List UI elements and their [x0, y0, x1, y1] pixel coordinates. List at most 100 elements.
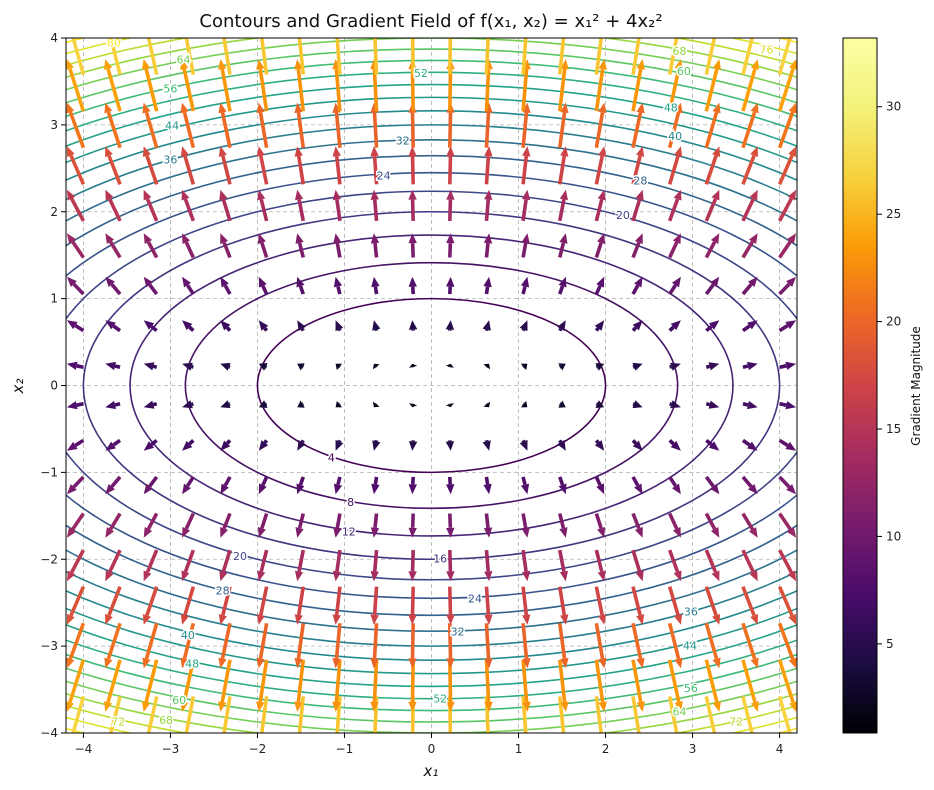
- gradient-arrow: [779, 38, 782, 39]
- gradient-arrow: [105, 438, 122, 451]
- gradient-arrow: [143, 400, 158, 409]
- contour-level-44: [66, 96, 797, 675]
- gradient-arrow: [778, 512, 797, 538]
- gradient-arrow: [742, 400, 758, 410]
- contour-level-8: [184, 261, 679, 510]
- gradient-arrow: [631, 59, 645, 112]
- contour-level-24: [66, 171, 797, 600]
- gradient-arrow: [374, 732, 377, 733]
- y-tick-label: 4: [50, 31, 58, 45]
- contour-label: 28: [633, 174, 647, 187]
- gradient-arrow: [741, 146, 758, 185]
- gradient-arrow: [557, 320, 566, 332]
- gradient-arrow: [777, 59, 797, 112]
- gradient-arrow: [105, 189, 122, 222]
- gradient-arrow: [222, 696, 232, 733]
- gradient-arrow: [182, 512, 195, 538]
- x-tick-label: 0: [428, 742, 436, 756]
- gradient-arrow: [558, 363, 566, 371]
- gradient-arrow: [667, 38, 679, 75]
- gradient-arrow: [704, 276, 720, 296]
- y-tick-label: −4: [40, 726, 58, 740]
- gradient-arrow: [180, 622, 196, 669]
- y-axis-title: x₂: [9, 379, 27, 395]
- gradient-arrow: [294, 623, 306, 669]
- gradient-arrow: [520, 476, 530, 495]
- gradient-arrow: [631, 276, 643, 295]
- x-tick-label: 2: [602, 742, 610, 756]
- gradient-arrow: [778, 233, 797, 259]
- gradient-arrow: [482, 320, 491, 332]
- gradient-arrow: [741, 438, 758, 451]
- gradient-arrow: [142, 622, 159, 669]
- gradient-arrow: [105, 549, 122, 582]
- gradient-arrow: [705, 438, 720, 451]
- gradient-arrow: [370, 586, 379, 625]
- gradient-arrow: [143, 549, 159, 582]
- gradient-arrow: [105, 276, 122, 296]
- gradient-arrow: [258, 320, 269, 332]
- gradient-arrow: [66, 361, 84, 370]
- gradient-arrow: [220, 476, 232, 495]
- gradient-arrow: [558, 513, 568, 538]
- gradient-arrow: [704, 189, 720, 222]
- gradient-arrow: [257, 189, 269, 222]
- colorbar-frame: [842, 37, 878, 734]
- gradient-arrow: [483, 276, 492, 295]
- gradient-arrow: [66, 585, 86, 625]
- gradient-arrow: [182, 475, 195, 495]
- gradient-arrow: [667, 622, 683, 669]
- gradient-arrow: [778, 320, 797, 333]
- x-tick-label: −4: [75, 742, 93, 756]
- gradient-arrow: [668, 233, 681, 259]
- gradient-arrow: [258, 276, 269, 295]
- contour-level-56: [66, 59, 797, 712]
- gradient-arrow: [741, 59, 759, 112]
- y-tick-label: 1: [50, 292, 58, 306]
- y-tick-label: 2: [50, 205, 58, 219]
- gradient-arrow: [779, 401, 797, 410]
- gradient-arrow: [446, 146, 455, 185]
- gradient-arrow: [448, 38, 453, 75]
- gradient-arrow: [446, 513, 455, 538]
- gradient-arrow: [220, 400, 231, 409]
- gradient-arrow: [705, 362, 720, 371]
- gradient-arrow: [446, 189, 455, 221]
- gradient-arrow: [182, 400, 194, 409]
- gradient-arrow: [667, 586, 683, 625]
- gradient-arrow: [408, 440, 418, 451]
- gradient-arrow: [446, 659, 455, 712]
- gradient-arrow: [668, 439, 681, 451]
- gradient-arrow: [557, 439, 566, 451]
- gradient-arrow: [594, 102, 607, 149]
- gradient-arrow: [777, 102, 797, 149]
- gradient-arrow: [370, 549, 379, 582]
- gradient-arrow: [408, 623, 417, 669]
- gradient-arrow: [668, 320, 681, 332]
- gradient-arrow: [370, 659, 379, 712]
- contour-label: 8: [347, 496, 354, 509]
- gradient-arrow: [142, 659, 159, 712]
- gradient-arrow: [484, 146, 493, 185]
- contour-label: 76: [760, 43, 774, 56]
- contour-label: 24: [377, 169, 391, 182]
- gradient-arrow: [143, 512, 159, 538]
- gradient-arrow: [105, 146, 122, 185]
- gradient-arrow: [631, 549, 644, 582]
- gradient-arrow: [66, 475, 85, 495]
- gradient-arrow: [297, 320, 306, 332]
- gradient-arrow: [66, 512, 85, 538]
- gradient-arrow: [446, 550, 455, 582]
- gradient-arrow: [294, 146, 306, 185]
- gradient-arrow: [335, 439, 344, 451]
- gradient-arrow: [408, 513, 417, 538]
- y-tick-label: 3: [50, 118, 58, 132]
- gradient-arrow: [742, 732, 745, 733]
- gradient-arrow: [295, 549, 306, 582]
- gradient-arrow: [594, 696, 604, 733]
- gradient-arrow: [408, 659, 417, 712]
- gradient-arrow: [256, 146, 269, 185]
- contour-level-48: [66, 83, 797, 688]
- gradient-arrow: [372, 363, 380, 370]
- gradient-arrow: [631, 512, 643, 538]
